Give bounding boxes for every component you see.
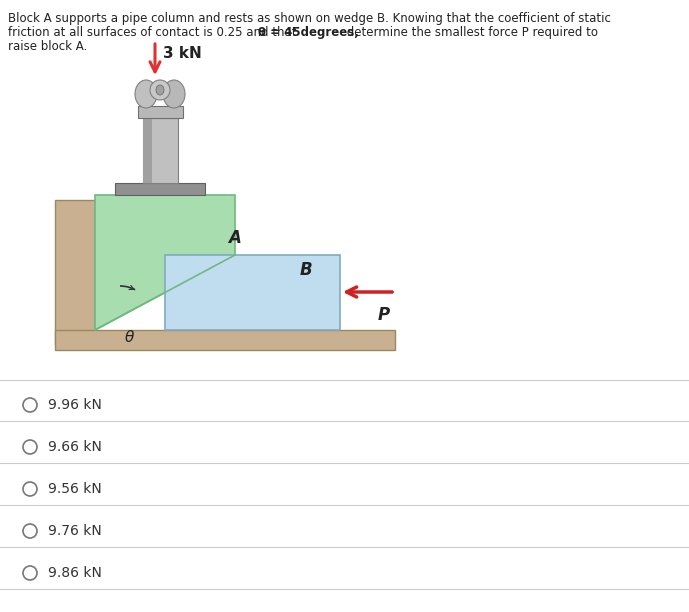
Bar (143, 118, 152, 183)
Text: θ: θ (125, 330, 134, 346)
Bar (55, 200, 95, 345)
Polygon shape (165, 255, 340, 330)
Bar (138, 106, 183, 118)
Ellipse shape (156, 85, 164, 95)
Text: θ = 45degrees,: θ = 45degrees, (258, 26, 359, 39)
Bar (55, 330, 395, 350)
Ellipse shape (163, 80, 185, 108)
Bar (115, 183, 205, 195)
Polygon shape (95, 195, 235, 330)
Text: B: B (300, 261, 313, 279)
Text: 9.86 kN: 9.86 kN (48, 566, 102, 580)
Ellipse shape (150, 80, 170, 100)
Text: friction at all surfaces of contact is 0.25 and that: friction at all surfaces of contact is 0… (8, 26, 300, 39)
Text: 3 kN: 3 kN (163, 46, 202, 61)
Text: 9.76 kN: 9.76 kN (48, 524, 102, 538)
Text: P: P (378, 306, 390, 324)
Text: raise block A.: raise block A. (8, 40, 88, 53)
Text: determine the smallest force P required to: determine the smallest force P required … (343, 26, 598, 39)
Bar (143, 118, 178, 183)
Text: A: A (228, 229, 241, 247)
Text: 9.96 kN: 9.96 kN (48, 398, 102, 412)
Text: 9.66 kN: 9.66 kN (48, 440, 102, 454)
Text: 9.56 kN: 9.56 kN (48, 482, 102, 496)
Ellipse shape (135, 80, 157, 108)
Text: Block A supports a pipe column and rests as shown on wedge B. Knowing that the c: Block A supports a pipe column and rests… (8, 12, 611, 25)
